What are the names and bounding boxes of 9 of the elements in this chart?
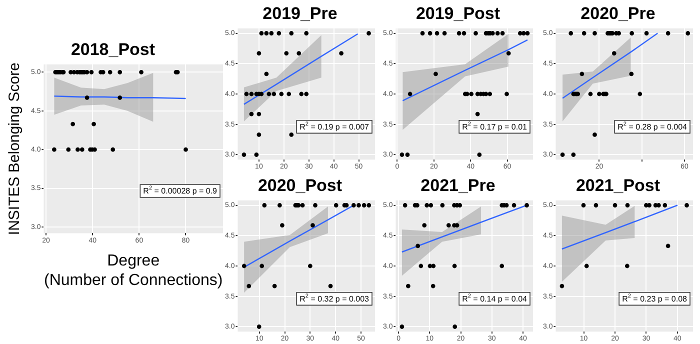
chart-title: 2020_Post: [258, 176, 342, 195]
x-axis-title: Degree (Number of Connections): [44, 252, 223, 289]
chart-title: 2019_Post: [416, 4, 500, 23]
chart-title: 2020_Pre: [580, 4, 656, 23]
chart-title: 2021_Post: [576, 176, 660, 195]
chart-title: 2021_Pre: [420, 176, 496, 195]
y-axis-title: INSITES Belonging Score: [6, 62, 24, 236]
chart-title: 2019_Pre: [262, 4, 338, 23]
chart-title: 2018_Post: [70, 40, 156, 59]
